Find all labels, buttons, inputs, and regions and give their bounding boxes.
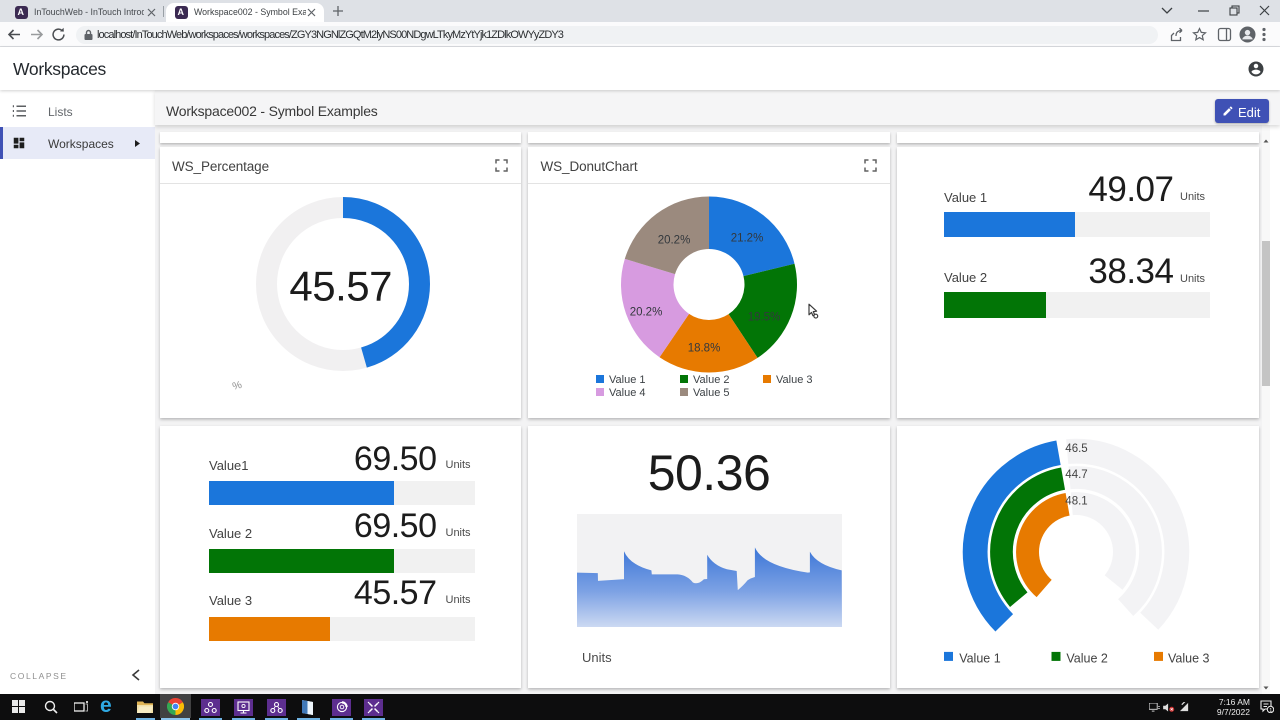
svg-text:Value 2: Value 2 bbox=[1066, 651, 1108, 665]
svg-text:48.1: 48.1 bbox=[1065, 496, 1087, 508]
svg-text:Value 1: Value 1 bbox=[959, 651, 1001, 665]
svg-text:Value 3: Value 3 bbox=[1168, 651, 1210, 665]
svg-text:18.8%: 18.8% bbox=[688, 342, 721, 354]
svg-text:1: 1 bbox=[1269, 708, 1272, 713]
svg-text:Value 4: Value 4 bbox=[609, 387, 646, 399]
svg-text:46.5: 46.5 bbox=[1065, 443, 1087, 455]
svg-text:Value 2: Value 2 bbox=[693, 374, 730, 386]
svg-text:Value 5: Value 5 bbox=[693, 387, 730, 399]
svg-text:21.2%: 21.2% bbox=[731, 232, 764, 244]
svg-text:Value 1: Value 1 bbox=[609, 374, 646, 386]
svg-text:20.2%: 20.2% bbox=[630, 306, 663, 318]
svg-text:20.2%: 20.2% bbox=[658, 234, 691, 246]
svg-text:19.5%: 19.5% bbox=[748, 311, 781, 323]
svg-text:%: % bbox=[231, 378, 243, 392]
svg-text:44.7: 44.7 bbox=[1065, 469, 1087, 481]
svg-text:Value 3: Value 3 bbox=[776, 374, 813, 386]
svg-text:45.57: 45.57 bbox=[289, 262, 392, 309]
